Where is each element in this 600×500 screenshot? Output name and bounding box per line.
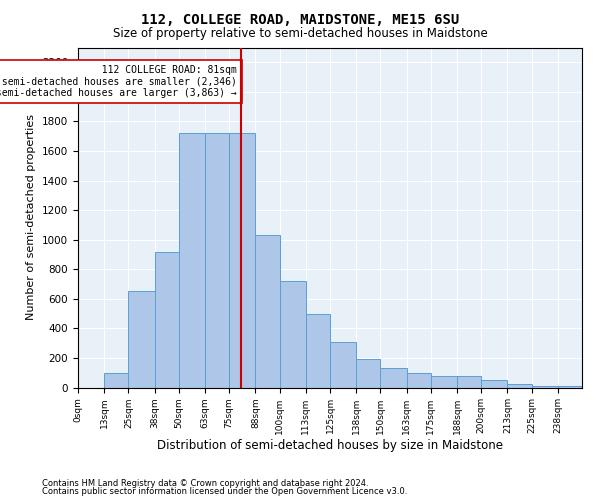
X-axis label: Distribution of semi-detached houses by size in Maidstone: Distribution of semi-detached houses by … <box>157 439 503 452</box>
Bar <box>155 252 179 388</box>
Bar <box>532 386 558 388</box>
Bar <box>558 386 582 388</box>
Bar <box>481 380 508 388</box>
Bar <box>306 314 330 388</box>
Bar <box>179 133 205 388</box>
Bar <box>128 292 155 388</box>
Bar <box>256 235 280 388</box>
Bar <box>205 133 229 388</box>
Text: Size of property relative to semi-detached houses in Maidstone: Size of property relative to semi-detach… <box>113 28 487 40</box>
Bar <box>229 133 256 388</box>
Bar <box>104 372 128 388</box>
Bar <box>407 372 431 388</box>
Bar <box>280 281 306 388</box>
Bar <box>380 368 407 388</box>
Text: Contains public sector information licensed under the Open Government Licence v3: Contains public sector information licen… <box>42 487 407 496</box>
Y-axis label: Number of semi-detached properties: Number of semi-detached properties <box>26 114 37 320</box>
Bar <box>508 384 532 388</box>
Bar <box>330 342 356 388</box>
Bar <box>356 360 380 388</box>
Bar <box>431 376 457 388</box>
Text: Contains HM Land Registry data © Crown copyright and database right 2024.: Contains HM Land Registry data © Crown c… <box>42 478 368 488</box>
Text: 112, COLLEGE ROAD, MAIDSTONE, ME15 6SU: 112, COLLEGE ROAD, MAIDSTONE, ME15 6SU <box>141 12 459 26</box>
Bar <box>457 376 481 388</box>
Text: 112 COLLEGE ROAD: 81sqm
← 37% of semi-detached houses are smaller (2,346)
  61% : 112 COLLEGE ROAD: 81sqm ← 37% of semi-de… <box>0 65 237 98</box>
